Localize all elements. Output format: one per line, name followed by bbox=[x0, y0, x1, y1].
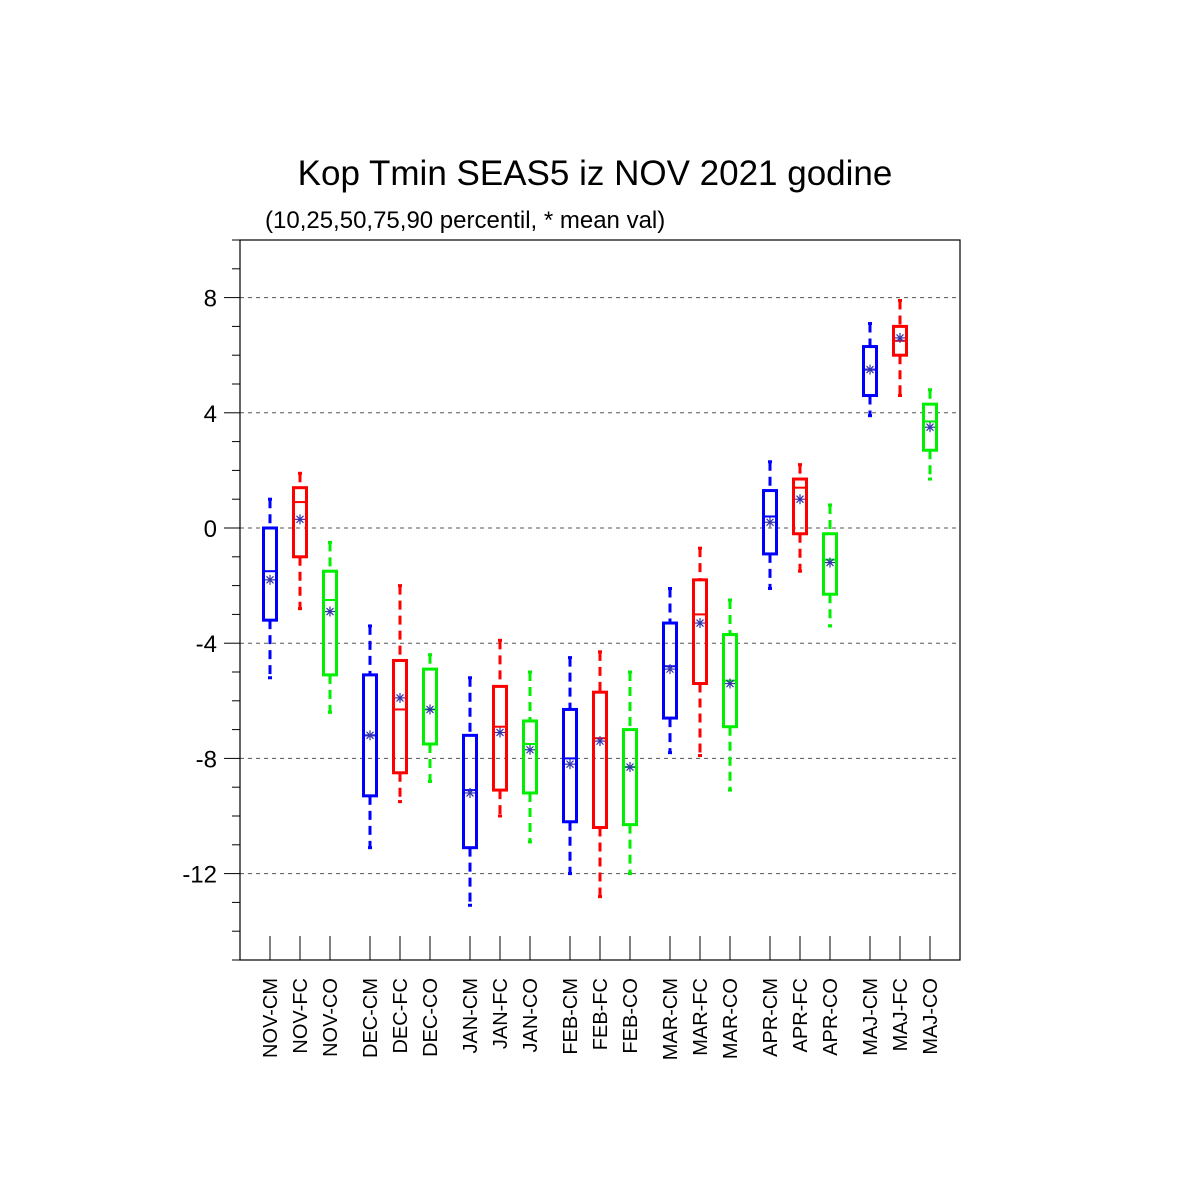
x-tick-label: APR-CO bbox=[820, 978, 842, 1056]
box-nov-co bbox=[322, 540, 338, 714]
x-tick-label: DEC-FC bbox=[390, 978, 412, 1054]
iqr-box bbox=[422, 667, 438, 746]
box-mar-fc bbox=[692, 546, 708, 758]
iqr-box bbox=[562, 707, 578, 824]
x-tick-label: NOV-FC bbox=[290, 978, 312, 1054]
x-tick-label: JAN-CM bbox=[460, 978, 482, 1054]
box-dec-fc bbox=[392, 584, 408, 804]
x-tick-label: MAR-CO bbox=[720, 978, 742, 1059]
mean-marker bbox=[326, 607, 334, 616]
iqr-box bbox=[692, 578, 708, 686]
x-tick-label: FEB-CM bbox=[560, 978, 582, 1055]
chart-subtitle: (10,25,50,75,90 percentil, * mean val) bbox=[265, 207, 665, 234]
mean-marker bbox=[666, 665, 674, 674]
x-tick-label: APR-CM bbox=[760, 978, 782, 1057]
mean-marker bbox=[396, 693, 404, 702]
box-maj-cm bbox=[862, 322, 878, 418]
x-tick-label: MAJ-CO bbox=[920, 978, 942, 1055]
iqr-box bbox=[492, 684, 508, 792]
x-tick-label: JAN-FC bbox=[490, 978, 512, 1049]
axis-ticks: 8 4 0 -4 -8 -12 bbox=[182, 239, 961, 961]
box-series bbox=[262, 298, 938, 907]
iqr-box bbox=[262, 526, 278, 622]
mean-marker bbox=[266, 575, 274, 584]
x-tick-label: MAJ-CM bbox=[860, 978, 882, 1056]
mean-marker bbox=[496, 728, 504, 737]
box-feb-fc bbox=[592, 650, 608, 899]
box-maj-fc bbox=[892, 298, 908, 398]
iqr-box bbox=[392, 658, 408, 775]
iqr-box bbox=[762, 489, 778, 556]
y-tick-label: -12 bbox=[182, 862, 217, 889]
mean-marker bbox=[926, 423, 934, 432]
iqr-box bbox=[592, 690, 608, 830]
mean-marker bbox=[466, 789, 474, 797]
x-tick-label: FEB-FC bbox=[590, 978, 612, 1050]
x-tick-label: MAR-FC bbox=[690, 978, 712, 1056]
y-tick-label: 8 bbox=[204, 286, 217, 313]
x-tick-label: NOV-CM bbox=[260, 978, 282, 1058]
x-tick-label: MAR-CM bbox=[660, 978, 682, 1060]
iqr-box bbox=[522, 719, 538, 795]
y-tick-label: 0 bbox=[204, 516, 217, 543]
iqr-box bbox=[822, 532, 838, 596]
box-nov-fc bbox=[292, 471, 308, 611]
mean-marker bbox=[426, 705, 434, 714]
iqr-box bbox=[462, 733, 478, 850]
x-tick-label: DEC-CM bbox=[360, 978, 382, 1058]
box-apr-fc bbox=[792, 463, 808, 573]
iqr-box bbox=[862, 345, 878, 398]
mean-marker bbox=[766, 518, 774, 527]
box-jan-cm bbox=[462, 676, 478, 907]
mean-marker bbox=[826, 558, 834, 567]
x-tick-label: MAJ-FC bbox=[890, 978, 912, 1051]
y-tick-label: 4 bbox=[204, 401, 217, 428]
iqr-box bbox=[322, 569, 338, 677]
mean-marker bbox=[566, 760, 574, 769]
mean-marker bbox=[626, 763, 634, 771]
y-tick-label: -8 bbox=[196, 746, 217, 773]
mean-marker bbox=[596, 737, 604, 746]
iqr-box bbox=[622, 728, 638, 827]
box-feb-co bbox=[622, 670, 638, 876]
mean-marker bbox=[866, 365, 874, 374]
mean-marker bbox=[696, 619, 704, 627]
iqr-box bbox=[662, 621, 678, 720]
box-nov-cm bbox=[262, 497, 278, 680]
iqr-box bbox=[292, 486, 308, 559]
x-tick-label: APR-FC bbox=[790, 978, 812, 1052]
x-tick-label: JAN-CO bbox=[520, 978, 542, 1052]
x-tick-labels: NOV-CM NOV-FC NOV-CO DEC-CM DEC-FC DEC-CO JAN-… bbox=[260, 978, 942, 1060]
grid-lines bbox=[240, 297, 960, 875]
plot-frame bbox=[239, 239, 961, 961]
box-mar-co bbox=[722, 598, 738, 792]
box-dec-cm bbox=[362, 624, 378, 850]
mean-marker bbox=[366, 731, 374, 740]
mean-marker bbox=[796, 495, 804, 504]
chart-title: Kop Tmin SEAS5 iz NOV 2021 godine bbox=[298, 154, 893, 193]
box-jan-co bbox=[522, 670, 538, 844]
mean-marker bbox=[526, 745, 534, 754]
box-maj-co bbox=[922, 388, 938, 481]
iqr-box bbox=[792, 477, 808, 536]
box-dec-co bbox=[422, 653, 438, 783]
x-tick-label: NOV-CO bbox=[320, 978, 342, 1057]
box-jan-fc bbox=[492, 638, 508, 818]
box-apr-cm bbox=[762, 460, 778, 590]
y-tick-label: -4 bbox=[196, 631, 217, 658]
box-apr-co bbox=[822, 503, 838, 628]
iqr-box bbox=[922, 402, 938, 452]
box-feb-cm bbox=[562, 656, 578, 876]
mean-marker bbox=[296, 515, 304, 524]
mean-marker bbox=[726, 679, 734, 688]
box-mar-cm bbox=[662, 586, 678, 755]
mean-marker bbox=[896, 333, 904, 342]
x-tick-label: FEB-CO bbox=[620, 978, 642, 1054]
x-tick-label: DEC-CO bbox=[420, 978, 442, 1057]
